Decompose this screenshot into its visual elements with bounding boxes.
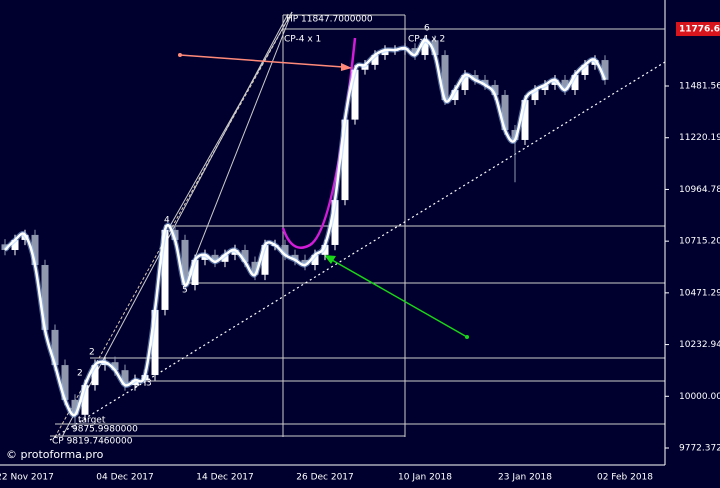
candle-body — [351, 69, 359, 120]
candle-body — [431, 40, 439, 56]
x-tick-label: 04 Dec 2017 — [96, 473, 154, 483]
arrow — [331, 259, 468, 338]
x-tick-label: 02 Feb 2018 — [597, 473, 653, 483]
arrow-head — [341, 63, 352, 71]
marks — [1, 35, 609, 431]
candle-body — [421, 40, 429, 56]
annotation: HP 11847.7000000 — [286, 15, 373, 25]
candle-body — [81, 385, 89, 415]
candle-body — [601, 60, 609, 80]
annotation: 2 — [89, 348, 95, 358]
x-tick-label: 22 Nov 2017 — [0, 473, 54, 483]
annotation: 3 — [146, 379, 152, 389]
annotation: 4 — [164, 216, 170, 226]
candle-body — [261, 244, 269, 275]
y-tick-label: 11481.56 — [679, 82, 720, 92]
candle-body — [531, 90, 539, 101]
candle-body — [11, 239, 19, 251]
y-tick-label: 10715.20 — [679, 237, 720, 247]
candle-body — [311, 254, 319, 266]
annotation: CP-4 x 1 — [284, 35, 321, 45]
candle-body — [181, 239, 189, 286]
candle-body — [161, 229, 169, 310]
annotation: 5 — [182, 286, 188, 296]
candle-body — [341, 119, 349, 201]
candle-body — [451, 90, 459, 101]
y-tick-label: 11220.19 — [679, 133, 720, 143]
x-tick-label: 14 Dec 2017 — [196, 473, 254, 483]
candle-body — [571, 74, 579, 91]
arrow-dot — [465, 335, 469, 339]
candle-body — [211, 254, 219, 262]
candle-body — [241, 250, 249, 262]
candle-body — [281, 244, 289, 255]
last-price-label: 11776.65 — [679, 25, 720, 35]
candle-body — [581, 64, 589, 75]
candle-body — [191, 259, 199, 286]
candle-body — [461, 74, 469, 91]
y-tick-label: 10232.94 — [679, 340, 720, 350]
candle-body — [561, 79, 569, 91]
last-price-box — [676, 22, 720, 37]
candle-body — [51, 329, 59, 366]
x-tick-label: 10 Jan 2018 — [398, 473, 452, 483]
candle-body — [151, 309, 159, 376]
close-line-glow — [3, 37, 608, 418]
candle-body — [331, 200, 339, 245]
annotation: 9875.9980000 — [72, 425, 138, 435]
arrow-head — [324, 255, 336, 264]
candle-body — [41, 265, 49, 330]
candle-body — [71, 399, 79, 415]
watermark: © protoforma.pro — [6, 448, 104, 461]
candle-body — [221, 254, 229, 262]
annotation: CP-4 x 2 — [408, 35, 445, 45]
annotation: 2 — [77, 369, 83, 379]
fan-line — [169, 11, 293, 227]
candle-body — [111, 362, 119, 371]
candle-body — [251, 261, 259, 275]
candle-body — [371, 55, 379, 65]
trend-line — [49, 61, 666, 441]
y-tick-label: 9772.372 — [679, 444, 720, 454]
x-tick-label: 26 Dec 2017 — [296, 473, 354, 483]
annotation: CP 9819.7460000 — [52, 437, 133, 447]
y-tick-label: 10964.78 — [679, 185, 720, 195]
annotation: target — [78, 416, 106, 426]
y-tick-label: 10471.290 — [679, 288, 720, 298]
annotations: HP 11847.7000000 CP-4 x 1 CP-4 x 2 6 4 5… — [6, 15, 445, 462]
candle-body — [61, 365, 69, 400]
arrow — [179, 54, 344, 68]
x-tick-label: 23 Jan 2018 — [498, 473, 552, 483]
candle-body — [91, 365, 99, 386]
candle-body — [441, 55, 449, 101]
annotation: 3 — [134, 380, 140, 390]
fan-line — [184, 11, 293, 284]
close-line — [4, 38, 607, 417]
candle-body — [521, 100, 529, 140]
y-tick-label: 10000.00 — [679, 392, 720, 402]
candle-body — [501, 94, 509, 130]
annotation: 6 — [424, 24, 430, 34]
arrow-dot — [178, 53, 182, 57]
candle-body — [31, 234, 39, 266]
candle-body — [121, 370, 129, 386]
